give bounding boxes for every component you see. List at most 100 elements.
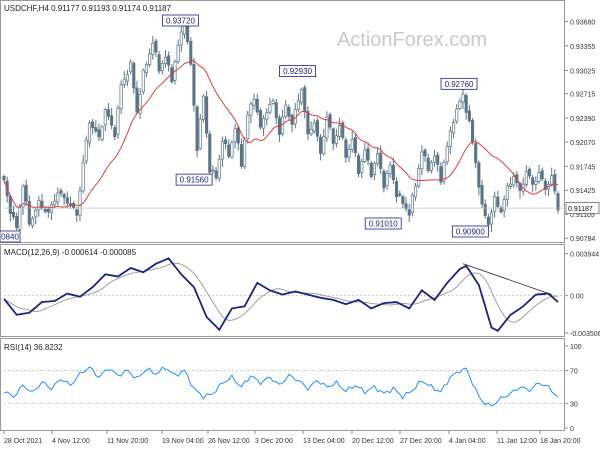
candle-body xyxy=(75,209,79,216)
candle-body xyxy=(129,61,133,73)
candle-body xyxy=(543,180,547,190)
candle-body xyxy=(144,64,149,73)
candle-body xyxy=(455,108,459,122)
candle-body xyxy=(227,144,231,157)
candle-body xyxy=(426,157,430,172)
candle-body xyxy=(246,114,250,140)
rsi-tick-label: 70 xyxy=(570,369,578,376)
level-label: 0.90900 xyxy=(456,228,485,237)
candle-body xyxy=(309,128,313,135)
candle-body xyxy=(360,161,364,173)
macd-lines xyxy=(3,257,559,332)
candle-body xyxy=(268,104,272,113)
symbol-header: USDCHF,H4 0.91177 0.91193 0.91174 0.9118… xyxy=(4,4,172,13)
candle-body xyxy=(480,185,484,205)
candle-body xyxy=(94,127,98,132)
candle-body xyxy=(376,153,380,164)
rsi-tick-label: 30 xyxy=(570,401,578,408)
time-tick-label: 3 Dec 20:00 xyxy=(255,438,293,445)
candle-body xyxy=(252,99,256,106)
candle-body xyxy=(236,127,240,144)
macd-y-axis: 0.003944 0.00 -0.003506 xyxy=(4,252,600,338)
candle-body xyxy=(119,84,123,110)
candle-body xyxy=(534,181,538,185)
candle-body xyxy=(439,166,443,183)
current-price-box xyxy=(565,202,600,214)
price-tick-label: 0.92070 xyxy=(570,140,595,147)
level-label: 0.92760 xyxy=(445,80,474,89)
candle-body xyxy=(347,148,351,158)
level-box xyxy=(364,217,402,230)
candle-body xyxy=(489,212,494,225)
candle-body xyxy=(284,104,288,117)
candle-body xyxy=(151,42,155,55)
candle-body xyxy=(233,128,237,142)
time-tick-label: 18 Jan 20:00 xyxy=(540,438,581,445)
candle-body xyxy=(420,151,424,170)
candle-body xyxy=(274,102,278,119)
level-box xyxy=(451,225,489,238)
moving-average-line xyxy=(3,60,559,209)
candle-body xyxy=(429,162,433,171)
candle-body xyxy=(97,129,101,138)
candle-body xyxy=(91,121,95,129)
candle-body xyxy=(540,170,544,180)
candle-body xyxy=(2,176,6,181)
candle-body xyxy=(201,95,205,120)
candle-body xyxy=(116,107,120,135)
candle-body xyxy=(167,55,171,66)
price-tick-label: 0.91105 xyxy=(570,212,595,219)
candle-body xyxy=(512,176,516,186)
candle-body xyxy=(531,177,535,185)
candle-body xyxy=(255,98,259,113)
candle-body xyxy=(59,190,63,194)
rsi-line xyxy=(3,366,559,407)
candle-body xyxy=(163,56,168,64)
candle-body xyxy=(84,139,88,162)
candle-body xyxy=(208,133,212,173)
candle-body xyxy=(493,196,497,213)
candle-body xyxy=(508,183,513,187)
time-tick-label: 19 Nov 04:00 xyxy=(162,438,204,445)
candle-body xyxy=(239,144,243,167)
macd-tick-label: 0.00 xyxy=(570,294,584,301)
candle-body xyxy=(496,196,500,207)
candle-body xyxy=(217,158,221,180)
price-tick-label: 0.91745 xyxy=(570,164,595,171)
candle-body xyxy=(125,74,130,82)
candle-body xyxy=(113,127,117,138)
candle-body xyxy=(296,100,300,110)
candle-body xyxy=(423,149,427,157)
level-label: 0.93720 xyxy=(166,17,195,26)
candle-body xyxy=(220,140,224,160)
price-tick-label: 0.91425 xyxy=(570,188,595,195)
candle-body xyxy=(315,120,319,137)
candle-body xyxy=(214,170,218,179)
candle-body xyxy=(15,216,19,229)
time-tick-label: 27 Dec 20:00 xyxy=(400,438,442,445)
candle-body xyxy=(537,172,541,182)
candle-body xyxy=(505,185,509,200)
candle-body xyxy=(195,106,199,152)
candle-body xyxy=(442,162,446,182)
level-label: 0.91560 xyxy=(180,176,209,185)
level-box xyxy=(175,173,213,186)
candle-body xyxy=(477,162,481,188)
candle-body xyxy=(404,203,408,210)
candle-body xyxy=(72,203,76,209)
candle-body xyxy=(56,192,60,203)
candle-body xyxy=(230,142,234,158)
candle-body xyxy=(341,122,345,138)
candle-body xyxy=(27,200,31,225)
candle-body xyxy=(258,110,262,128)
candle-body xyxy=(205,96,209,134)
candle-body xyxy=(141,70,145,93)
candle-body xyxy=(502,199,506,211)
candle-body xyxy=(391,164,395,181)
candle-body xyxy=(81,162,85,192)
candle-body xyxy=(524,170,528,185)
candle-body xyxy=(312,122,316,132)
candle-body xyxy=(287,106,291,117)
candle-body xyxy=(461,93,465,103)
